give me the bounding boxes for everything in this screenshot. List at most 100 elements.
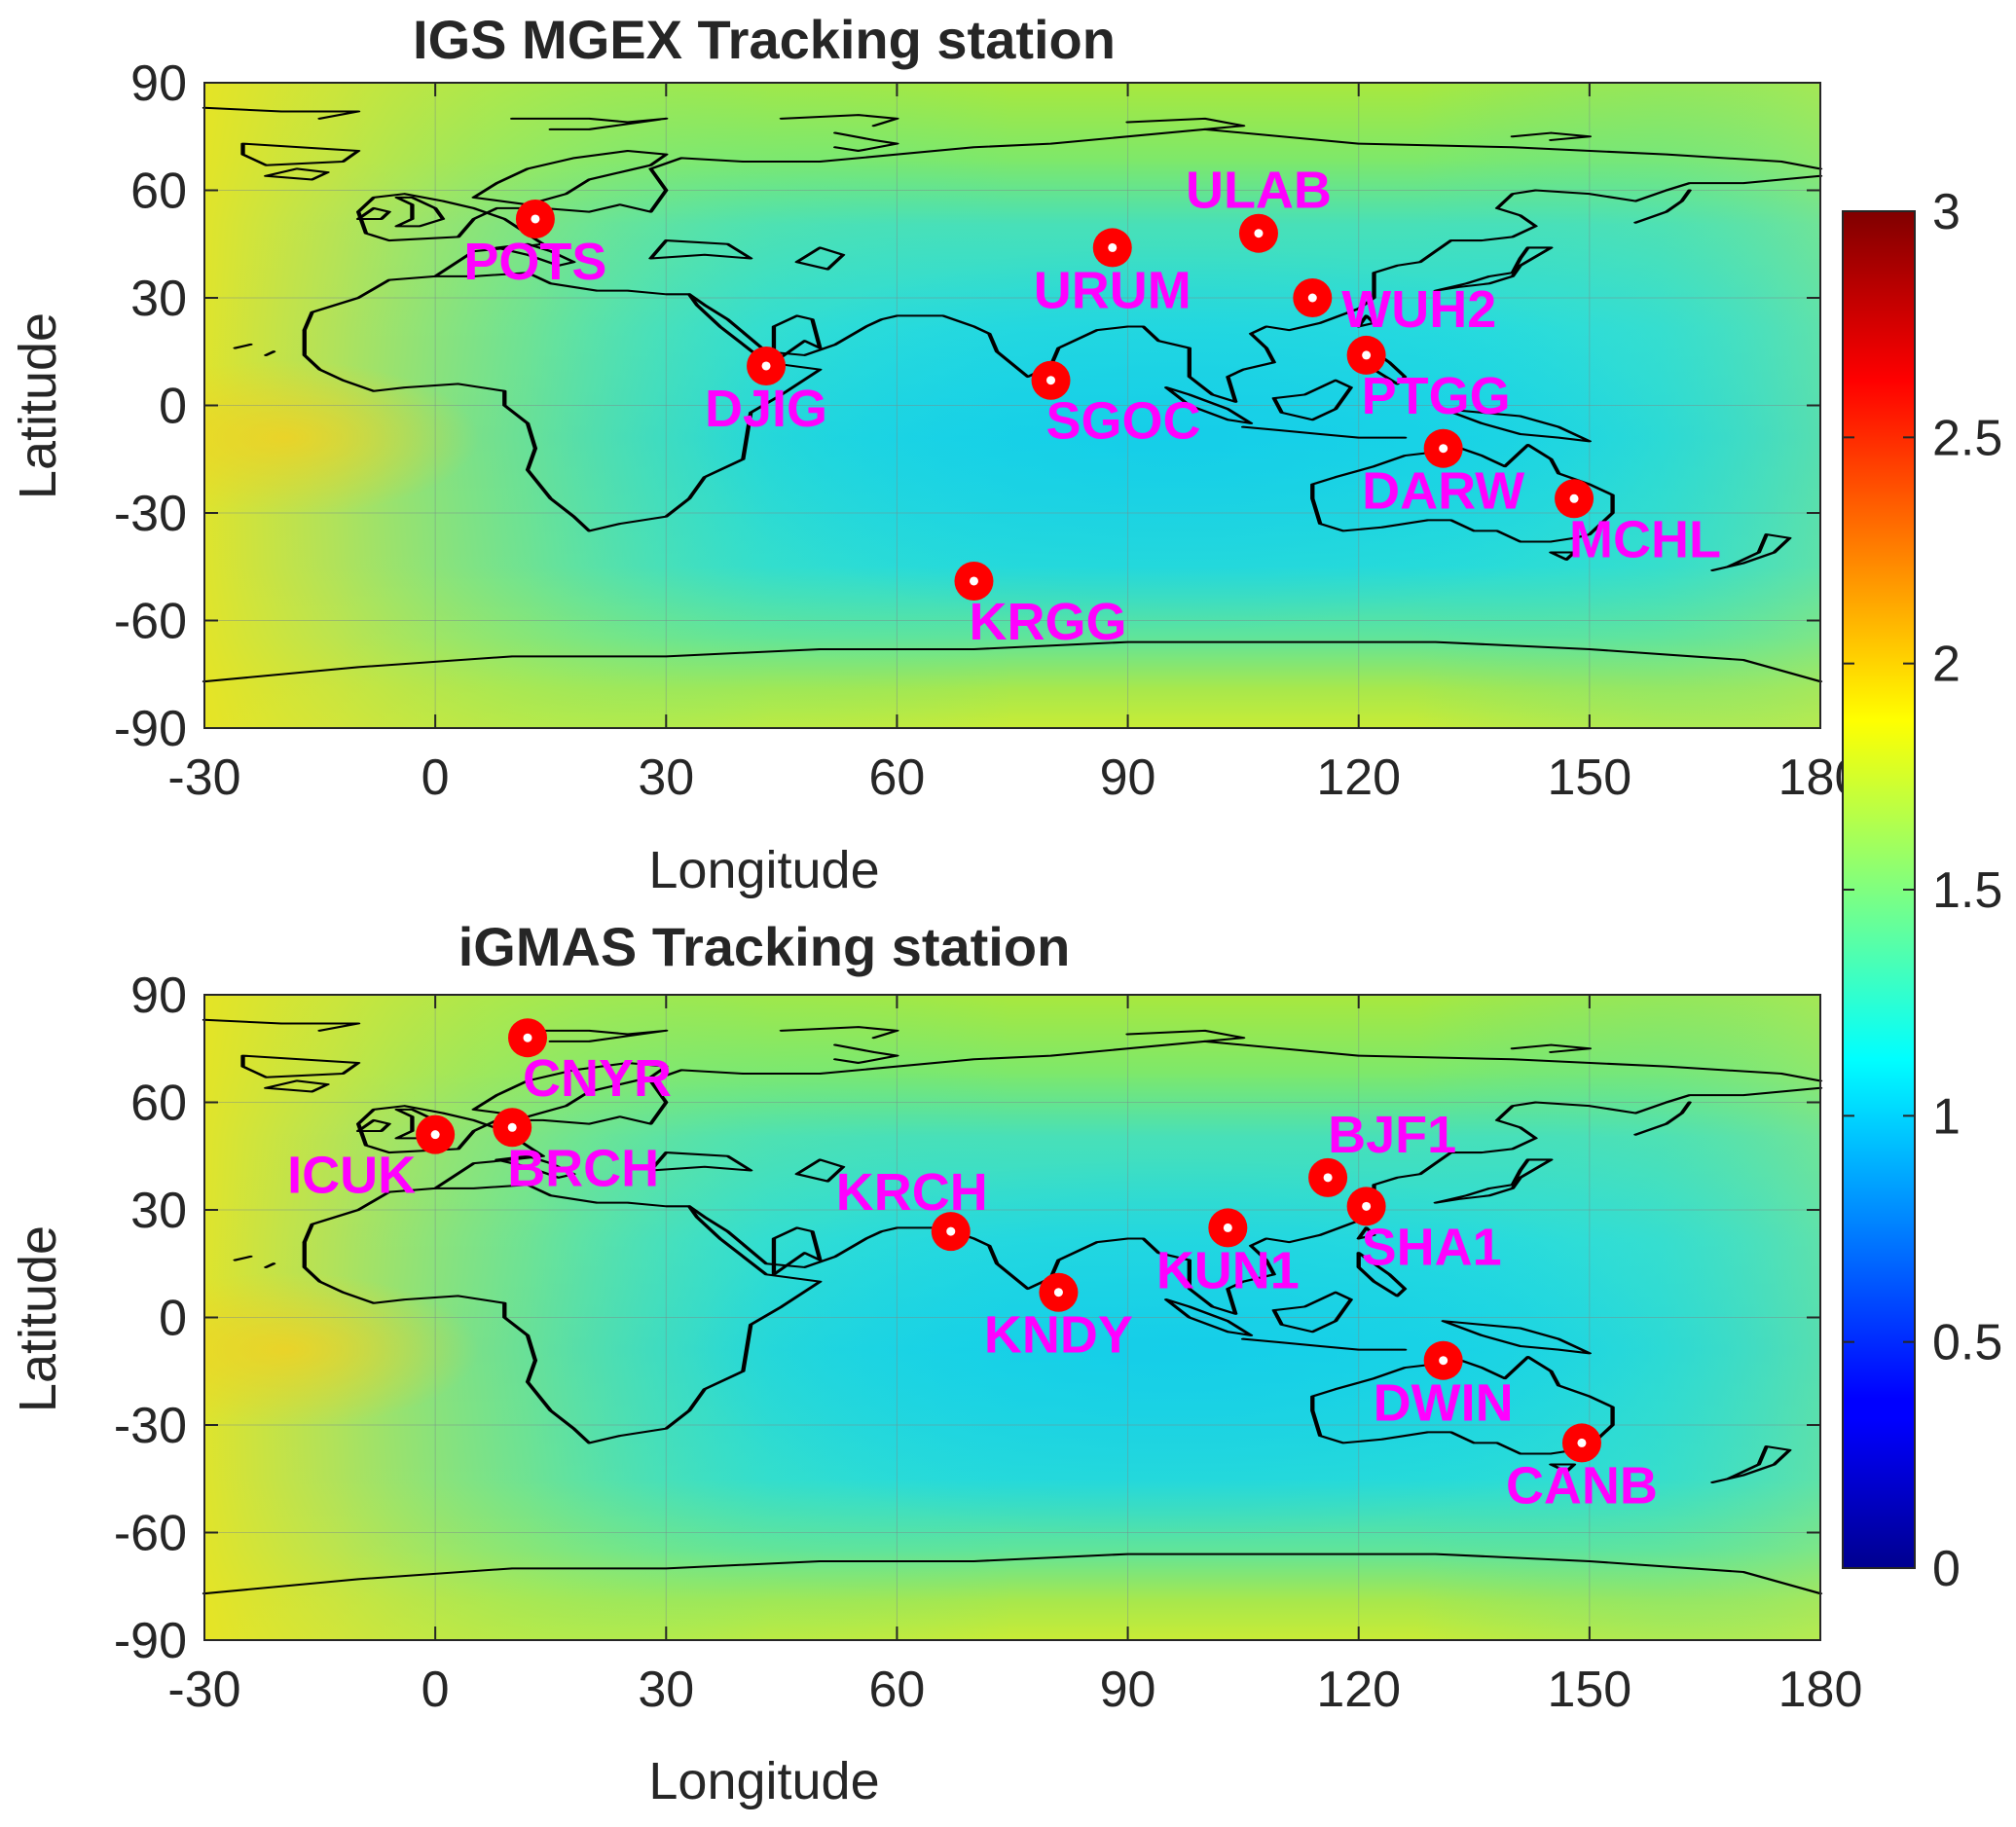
station-label: PTGG bbox=[1362, 367, 1511, 425]
x-tick-label: 120 bbox=[1316, 1662, 1401, 1718]
y-tick-labels: 90 60 30 0 -30 -60 -90 bbox=[114, 55, 1820, 757]
station-bjf1[interactable]: BJF1 bbox=[1308, 1106, 1456, 1197]
y-tick-label: 90 bbox=[130, 55, 187, 112]
x-tick-labels: -30 0 30 60 90 120 150 180 bbox=[167, 83, 1862, 806]
station-icuk[interactable]: ICUK bbox=[287, 1114, 456, 1205]
station-krch[interactable]: KRCH bbox=[836, 1163, 988, 1252]
station-label: KRGG bbox=[969, 593, 1126, 651]
station-label: POTS bbox=[463, 233, 606, 291]
y-tick-label: 30 bbox=[130, 271, 187, 327]
station-marker-center bbox=[1307, 293, 1317, 303]
station-marker-center bbox=[1577, 1438, 1587, 1447]
station-label: DJIG bbox=[705, 380, 827, 438]
y-tick-label: 30 bbox=[130, 1183, 187, 1239]
panel-title: iGMAS Tracking station bbox=[458, 916, 1071, 977]
y-tick-label: -60 bbox=[114, 594, 187, 650]
station-dwin[interactable]: DWIN bbox=[1374, 1340, 1514, 1433]
station-marker-center bbox=[1362, 1201, 1372, 1211]
panel-title: IGS MGEX Tracking station bbox=[413, 9, 1116, 70]
colorbar-tick-label: 2.5 bbox=[1932, 410, 2002, 466]
x-tick-label: 120 bbox=[1316, 749, 1401, 806]
y-tick-label: -90 bbox=[114, 701, 187, 757]
station-label: BJF1 bbox=[1328, 1106, 1456, 1164]
station-label: DWIN bbox=[1374, 1374, 1514, 1433]
x-tick-label: -30 bbox=[167, 749, 240, 806]
station-sha1[interactable]: SHA1 bbox=[1346, 1187, 1502, 1276]
station-marker-center bbox=[1223, 1223, 1232, 1232]
station-label: CANB bbox=[1506, 1456, 1658, 1515]
station-label: KRCH bbox=[836, 1163, 988, 1222]
station-pots[interactable]: POTS bbox=[463, 199, 606, 291]
x-tick-label: 60 bbox=[869, 749, 926, 806]
y-tick-label: 90 bbox=[130, 968, 187, 1024]
station-marker-center bbox=[523, 1033, 532, 1042]
station-marker-center bbox=[1254, 229, 1264, 238]
station-marker-center bbox=[946, 1226, 956, 1236]
station-marker-center bbox=[1053, 1288, 1063, 1297]
map-panel-igmas: iGMAS Tracking station CNYR ICUK BRCH KRCH K… bbox=[9, 916, 1862, 1810]
station-marker-center bbox=[1439, 444, 1448, 454]
x-tick-label: 30 bbox=[638, 749, 694, 806]
station-darw[interactable]: DARW bbox=[1362, 428, 1524, 521]
station-label: DARW bbox=[1362, 462, 1524, 521]
station-label: KUN1 bbox=[1156, 1241, 1300, 1299]
station-cnyr[interactable]: CNYR bbox=[508, 1018, 672, 1108]
colorbar-tick-label: 0.5 bbox=[1932, 1315, 2002, 1371]
station-marker-center bbox=[1569, 493, 1579, 503]
station-brch[interactable]: BRCH bbox=[493, 1108, 659, 1197]
station-canb[interactable]: CANB bbox=[1506, 1423, 1658, 1515]
station-marker-center bbox=[761, 361, 771, 371]
y-tick-label: 60 bbox=[130, 164, 187, 220]
station-mchl[interactable]: MCHL bbox=[1555, 479, 1721, 568]
x-tick-label: 0 bbox=[422, 1662, 450, 1718]
station-marker-center bbox=[969, 576, 978, 586]
station-wuh2[interactable]: WUH2 bbox=[1293, 278, 1496, 339]
station-label: ICUK bbox=[287, 1147, 416, 1205]
x-tick-label: 30 bbox=[638, 1662, 694, 1718]
station-label: MCHL bbox=[1569, 510, 1721, 568]
x-axis-label: Longitude bbox=[648, 841, 879, 899]
station-kun1[interactable]: KUN1 bbox=[1156, 1208, 1300, 1299]
station-marker-center bbox=[1108, 242, 1118, 252]
x-tick-label: -30 bbox=[167, 1662, 240, 1718]
station-krgg[interactable]: KRGG bbox=[954, 561, 1126, 651]
colorbar: 0 0.5 1 1.5 2 2.5 3 bbox=[1842, 184, 2002, 1597]
station-marker-center bbox=[1362, 350, 1372, 360]
colorbar-tick-label: 3 bbox=[1932, 184, 1961, 240]
station-marker-center bbox=[1439, 1356, 1448, 1366]
station-label: WUH2 bbox=[1341, 280, 1496, 339]
station-urum[interactable]: URUM bbox=[1034, 228, 1191, 319]
stations: CNYR ICUK BRCH KRCH KNDY KUN1 BJF1 SHA1 DWIN CANB bbox=[287, 1018, 1658, 1515]
x-axis-label: Longitude bbox=[648, 1752, 879, 1810]
x-tick-label: 90 bbox=[1100, 749, 1156, 806]
station-marker-center bbox=[430, 1130, 440, 1140]
x-tick-label: 150 bbox=[1547, 1662, 1631, 1718]
x-tick-label: 60 bbox=[869, 1662, 926, 1718]
station-label: ULAB bbox=[1186, 162, 1332, 220]
station-label: BRCH bbox=[507, 1139, 659, 1197]
colorbar-tick-label: 0 bbox=[1932, 1541, 1961, 1597]
y-axis-label: Latitude bbox=[9, 1225, 67, 1412]
station-ulab[interactable]: ULAB bbox=[1186, 162, 1332, 253]
y-tick-label: -90 bbox=[114, 1613, 187, 1669]
station-label: KNDY bbox=[984, 1306, 1133, 1365]
station-marker-center bbox=[531, 214, 540, 224]
y-tick-label: -30 bbox=[114, 486, 187, 542]
station-sgoc[interactable]: SGOC bbox=[1031, 360, 1201, 451]
y-tick-label: 60 bbox=[130, 1076, 187, 1132]
colorbar-tick-label: 1 bbox=[1932, 1088, 1961, 1145]
station-kndy[interactable]: KNDY bbox=[984, 1272, 1133, 1365]
x-tick-labels: -30 0 30 60 90 120 150 180 bbox=[167, 995, 1862, 1718]
station-marker-center bbox=[1323, 1173, 1333, 1183]
colorbar-scale bbox=[1842, 210, 1916, 1569]
heat-field bbox=[204, 83, 1820, 728]
station-label: SGOC bbox=[1046, 392, 1201, 451]
map-panel-mgex: IGS MGEX Tracking station POTS ULAB URUM WU… bbox=[9, 9, 1862, 899]
map-plot-area: CNYR ICUK BRCH KRCH KNDY KUN1 BJF1 SHA1 DWIN CANB bbox=[204, 994, 1820, 1641]
x-tick-label: 0 bbox=[422, 749, 450, 806]
station-ptgg[interactable]: PTGG bbox=[1346, 335, 1511, 425]
colorbar-tick-labels: 0 0.5 1 1.5 2 2.5 3 bbox=[1843, 184, 2002, 1597]
y-tick-label: -60 bbox=[114, 1506, 187, 1562]
station-djig[interactable]: DJIG bbox=[705, 346, 827, 438]
